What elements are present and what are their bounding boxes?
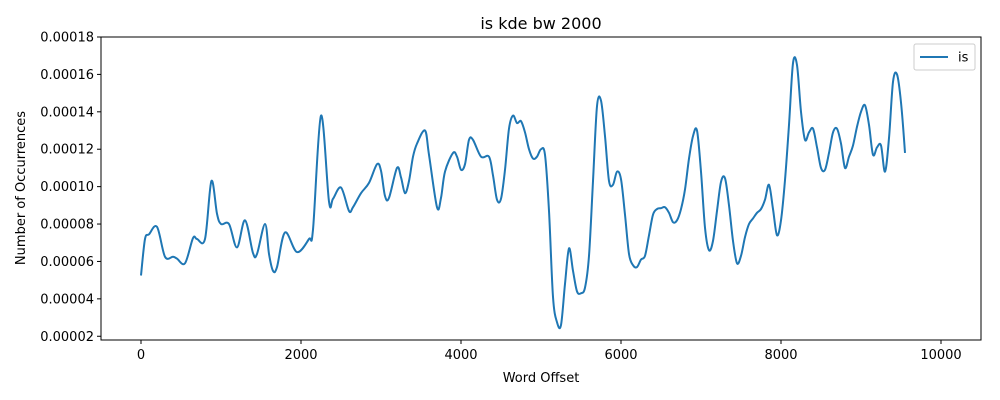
y-tick-label: 0.00014 (40, 105, 94, 120)
legend-label-is: is (958, 51, 969, 66)
y-tick-label: 0.00008 (40, 218, 94, 233)
legend: is (913, 43, 976, 71)
axes-frame (100, 36, 982, 341)
y-tick-label: 0.00004 (40, 292, 94, 307)
x-axis-label: Word Offset (503, 371, 580, 386)
y-axis-label: Number of Occurrences (14, 111, 29, 265)
x-axis: 0 2000 4000 6000 8000 10000 (137, 340, 962, 363)
y-tick-label: 0.00002 (40, 330, 94, 345)
x-tick-label: 6000 (604, 348, 637, 363)
x-tick-label: 10000 (920, 348, 961, 363)
x-tick-label: 8000 (764, 348, 797, 363)
y-tick-label: 0.00006 (40, 255, 94, 270)
chart-title: is kde bw 2000 (480, 14, 601, 33)
y-tick-label: 0.00012 (40, 143, 94, 158)
plot-area (140, 56, 906, 330)
y-axis: 0.00002 0.00004 0.00006 0.00008 0.00010 0.000… (40, 31, 101, 345)
x-tick-label: 4000 (444, 348, 477, 363)
x-tick-label: 2000 (284, 348, 317, 363)
x-tick-label: 0 (137, 348, 145, 363)
y-tick-label: 0.00016 (40, 68, 94, 83)
y-tick-label: 0.00010 (40, 180, 94, 195)
series-line-is (140, 56, 906, 330)
y-tick-label: 0.00018 (40, 31, 94, 46)
